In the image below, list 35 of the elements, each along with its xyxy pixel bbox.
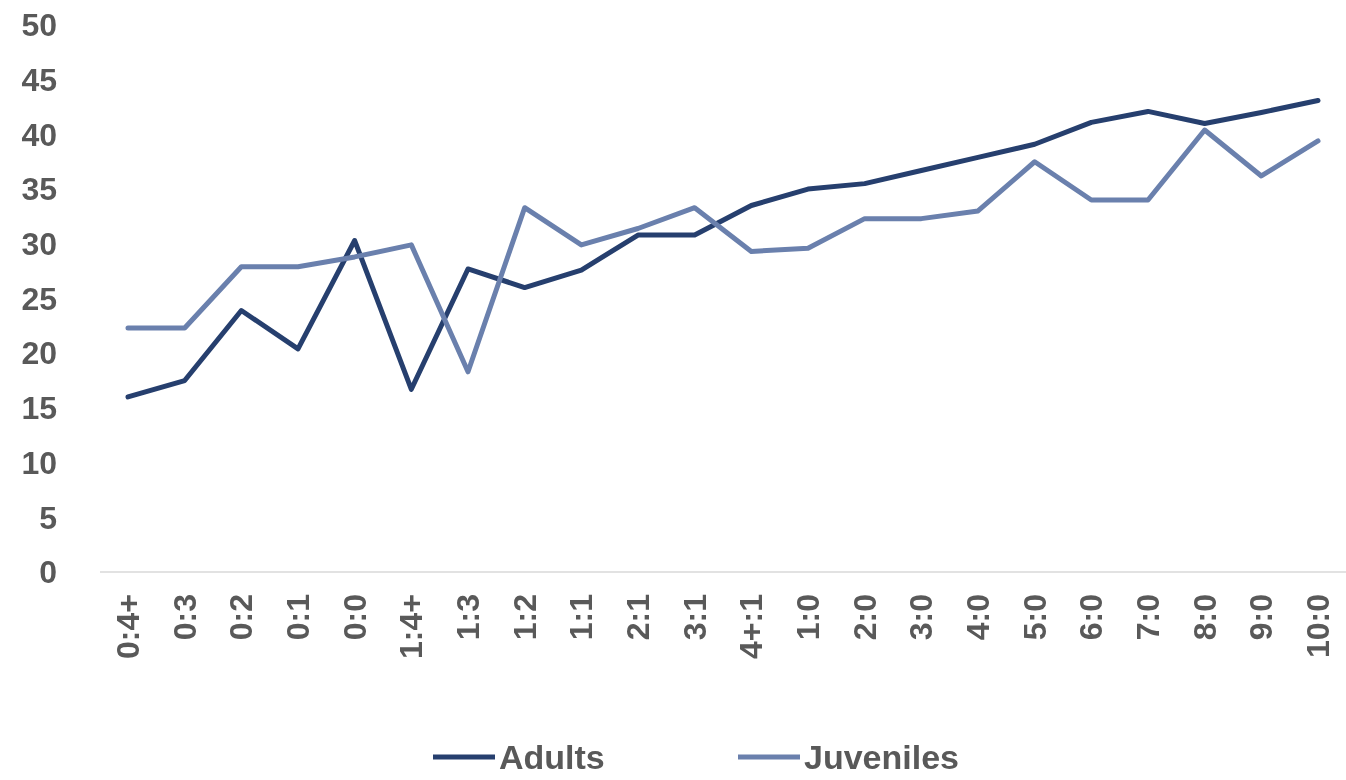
y-tick-label: 10 xyxy=(21,444,57,481)
y-tick-label: 25 xyxy=(21,280,57,317)
x-tick-label: 8:0 xyxy=(1186,594,1223,641)
x-tick-label: 0:1 xyxy=(280,594,316,641)
x-tick-label: 3:0 xyxy=(903,594,940,641)
x-tick-label: 0:0 xyxy=(336,594,373,641)
x-tick-label: 0:3 xyxy=(166,594,203,641)
x-tick-label: 10:0 xyxy=(1300,594,1336,659)
y-tick-label: 5 xyxy=(39,499,57,536)
x-tick-label: 0:4+ xyxy=(110,594,146,659)
x-tick-label: 1:4+ xyxy=(393,594,430,659)
x-tick-label: 2:0 xyxy=(846,594,883,641)
y-tick-label: 30 xyxy=(21,226,57,262)
x-tick-label: 1:2 xyxy=(506,594,543,641)
x-tick-label: 2:1 xyxy=(620,594,656,641)
x-tick-label: 7:0 xyxy=(1130,594,1166,641)
y-tick-label: 20 xyxy=(21,335,57,372)
x-tick-label: 1:0 xyxy=(790,594,826,641)
legend-label: Adults xyxy=(499,737,605,776)
y-tick-label: 45 xyxy=(21,61,57,98)
x-tick-label: 0:2 xyxy=(223,594,260,641)
y-tick-label: 40 xyxy=(21,116,57,153)
y-tick-label: 15 xyxy=(21,390,57,427)
legend-label: Juveniles xyxy=(804,737,959,776)
y-tick-label: 50 xyxy=(21,7,57,44)
y-tick-label: 35 xyxy=(21,171,57,208)
x-tick-label: 4:0 xyxy=(960,594,996,641)
x-tick-label: 1:1 xyxy=(563,594,600,641)
x-tick-label: 6:0 xyxy=(1073,594,1110,641)
x-tick-label: 5:0 xyxy=(1016,594,1053,641)
x-tick-label: 3:1 xyxy=(676,594,713,641)
x-tick-label: 9:0 xyxy=(1243,594,1280,641)
x-tick-label: 1:3 xyxy=(450,594,486,641)
y-tick-label: 0 xyxy=(39,554,57,591)
x-tick-label: 4+:1 xyxy=(733,594,770,659)
